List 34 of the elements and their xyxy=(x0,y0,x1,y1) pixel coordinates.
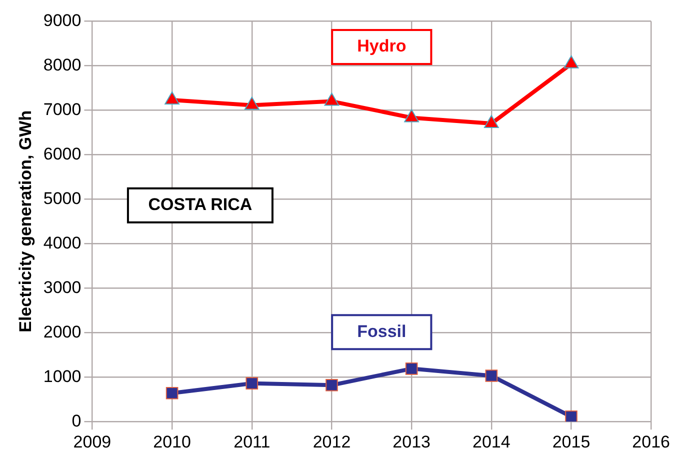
point xyxy=(246,377,258,390)
y-tick-label: 6000 xyxy=(43,144,82,164)
y-tick-label: 0 xyxy=(72,411,82,430)
x-tick-label: 2013 xyxy=(392,432,430,452)
x-tick-label: 2012 xyxy=(312,432,351,452)
x-tick-label: 2011 xyxy=(234,432,270,452)
point xyxy=(324,92,340,106)
x-tick-label: 2010 xyxy=(153,432,191,452)
x-tick-label: 2009 xyxy=(73,432,112,452)
x-tick-label: 2015 xyxy=(552,432,590,452)
point xyxy=(484,115,499,128)
point xyxy=(564,55,579,68)
y-tick-label: 8000 xyxy=(43,55,82,74)
y-tick-label: 5000 xyxy=(43,188,82,208)
point xyxy=(404,109,420,122)
point xyxy=(405,362,418,375)
series-label: Fossil xyxy=(357,322,406,341)
y-tick-label: 4000 xyxy=(43,233,82,252)
x-tick-label: 2014 xyxy=(472,432,510,452)
y-tick-label: 1000 xyxy=(43,366,82,386)
y-axis-title: Electricity generation, GWh xyxy=(16,110,35,332)
y-tick-label: 9000 xyxy=(43,10,82,30)
y-tick-label: 3000 xyxy=(43,278,82,297)
annotation: COSTA RICA xyxy=(148,195,252,214)
point xyxy=(485,370,498,382)
point xyxy=(166,386,178,400)
point xyxy=(164,91,180,104)
point xyxy=(326,378,338,392)
y-tick-label: 7000 xyxy=(43,100,82,119)
y-tick-label: 2000 xyxy=(43,322,82,342)
x-tick-label: 2016 xyxy=(632,432,670,452)
point xyxy=(565,410,578,422)
point xyxy=(244,96,260,110)
text: Hydro xyxy=(357,36,406,56)
